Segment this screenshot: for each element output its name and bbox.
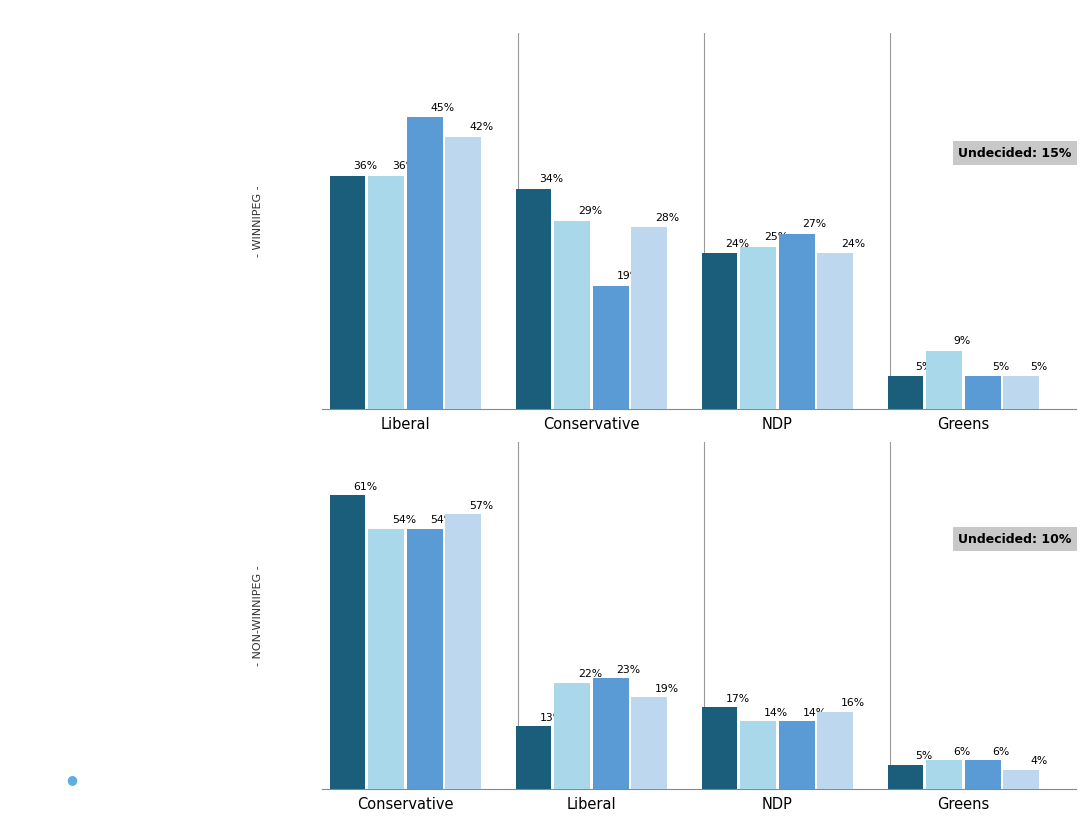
Bar [515, 726, 551, 789]
Text: 24%: 24% [725, 239, 749, 249]
Bar [330, 176, 366, 409]
Text: 25%: 25% [764, 232, 788, 242]
Text: 4%: 4% [1031, 756, 1047, 767]
Text: Base: All respondents (N=1,000): Base: All respondents (N=1,000) [29, 698, 223, 711]
Bar [701, 254, 737, 409]
Text: 24%: 24% [841, 239, 865, 249]
Bar [779, 234, 815, 409]
Text: 57%: 57% [470, 501, 494, 510]
Bar [554, 221, 590, 409]
Bar [964, 760, 1000, 789]
Bar [368, 176, 404, 409]
Text: BE RESEARCH INC.: BE RESEARCH INC. [76, 771, 235, 786]
Bar [964, 377, 1000, 409]
Text: 14%: 14% [764, 708, 788, 718]
Bar [368, 529, 404, 789]
Text: 16%: 16% [841, 698, 865, 709]
Bar [515, 188, 551, 409]
Text: 34%: 34% [539, 174, 563, 184]
Bar [779, 721, 815, 789]
Bar [406, 529, 442, 789]
Text: 28%: 28% [655, 213, 679, 223]
Text: PR: PR [29, 771, 51, 786]
Text: - NON-WINNIPEG -: - NON-WINNIPEG - [253, 565, 263, 666]
Text: Undecided: 10%: Undecided: 10% [959, 533, 1072, 545]
Text: 5%: 5% [1031, 362, 1047, 372]
Text: Undecided: 15%: Undecided: 15% [959, 147, 1072, 159]
Text: 9%: 9% [953, 336, 971, 346]
Bar [1004, 770, 1040, 789]
Text: 45%: 45% [430, 102, 454, 112]
Bar [593, 678, 629, 789]
Bar [740, 721, 776, 789]
Text: 36%: 36% [392, 161, 416, 171]
Text: 5%: 5% [915, 362, 933, 372]
Bar [406, 117, 442, 409]
Bar [817, 254, 853, 409]
Bar [446, 137, 482, 409]
Bar [817, 712, 853, 789]
Text: 19%: 19% [617, 271, 641, 281]
Text: - WINNIPEG -: - WINNIPEG - [253, 185, 263, 257]
Text: 54%: 54% [430, 515, 454, 525]
Bar [701, 707, 737, 789]
Text: REGIONAL: REGIONAL [29, 37, 165, 61]
Text: 19%: 19% [655, 684, 679, 694]
Text: 29%: 29% [578, 206, 602, 216]
Text: 5%: 5% [992, 362, 1009, 372]
Bar [631, 697, 667, 789]
Text: FEDERAL PARTY: FEDERAL PARTY [29, 70, 240, 94]
Text: DECIDED AND: DECIDED AND [29, 173, 168, 192]
Text: 36%: 36% [354, 161, 378, 171]
Bar [926, 350, 962, 409]
Text: 14%: 14% [803, 708, 827, 718]
Bar [554, 683, 590, 789]
Bar [593, 286, 629, 409]
Bar [1004, 377, 1040, 409]
Text: 61%: 61% [354, 482, 378, 491]
Bar [740, 247, 776, 409]
Text: Q4. “Now turning to federal politics
for a minute. If a federal election
were he: Q4. “Now turning to federal politics for… [29, 264, 230, 375]
Bar [888, 765, 924, 789]
Bar [888, 377, 924, 409]
Text: SUPPORT: SUPPORT [29, 103, 153, 127]
Text: 23%: 23% [617, 665, 641, 675]
Text: 22%: 22% [578, 669, 602, 680]
Text: LEANING VOTERS: LEANING VOTERS [29, 202, 204, 221]
Text: ●: ● [66, 773, 76, 786]
Text: 13%: 13% [539, 713, 563, 723]
Text: 6%: 6% [992, 747, 1009, 757]
Bar [926, 760, 962, 789]
Bar [330, 495, 366, 789]
Bar [631, 227, 667, 409]
Text: 54%: 54% [392, 515, 416, 525]
Text: 27%: 27% [803, 220, 827, 230]
Bar [446, 514, 482, 789]
Text: 5%: 5% [915, 752, 933, 762]
Text: 17%: 17% [725, 694, 749, 704]
Text: 6%: 6% [953, 747, 971, 757]
Text: 42%: 42% [470, 122, 494, 132]
